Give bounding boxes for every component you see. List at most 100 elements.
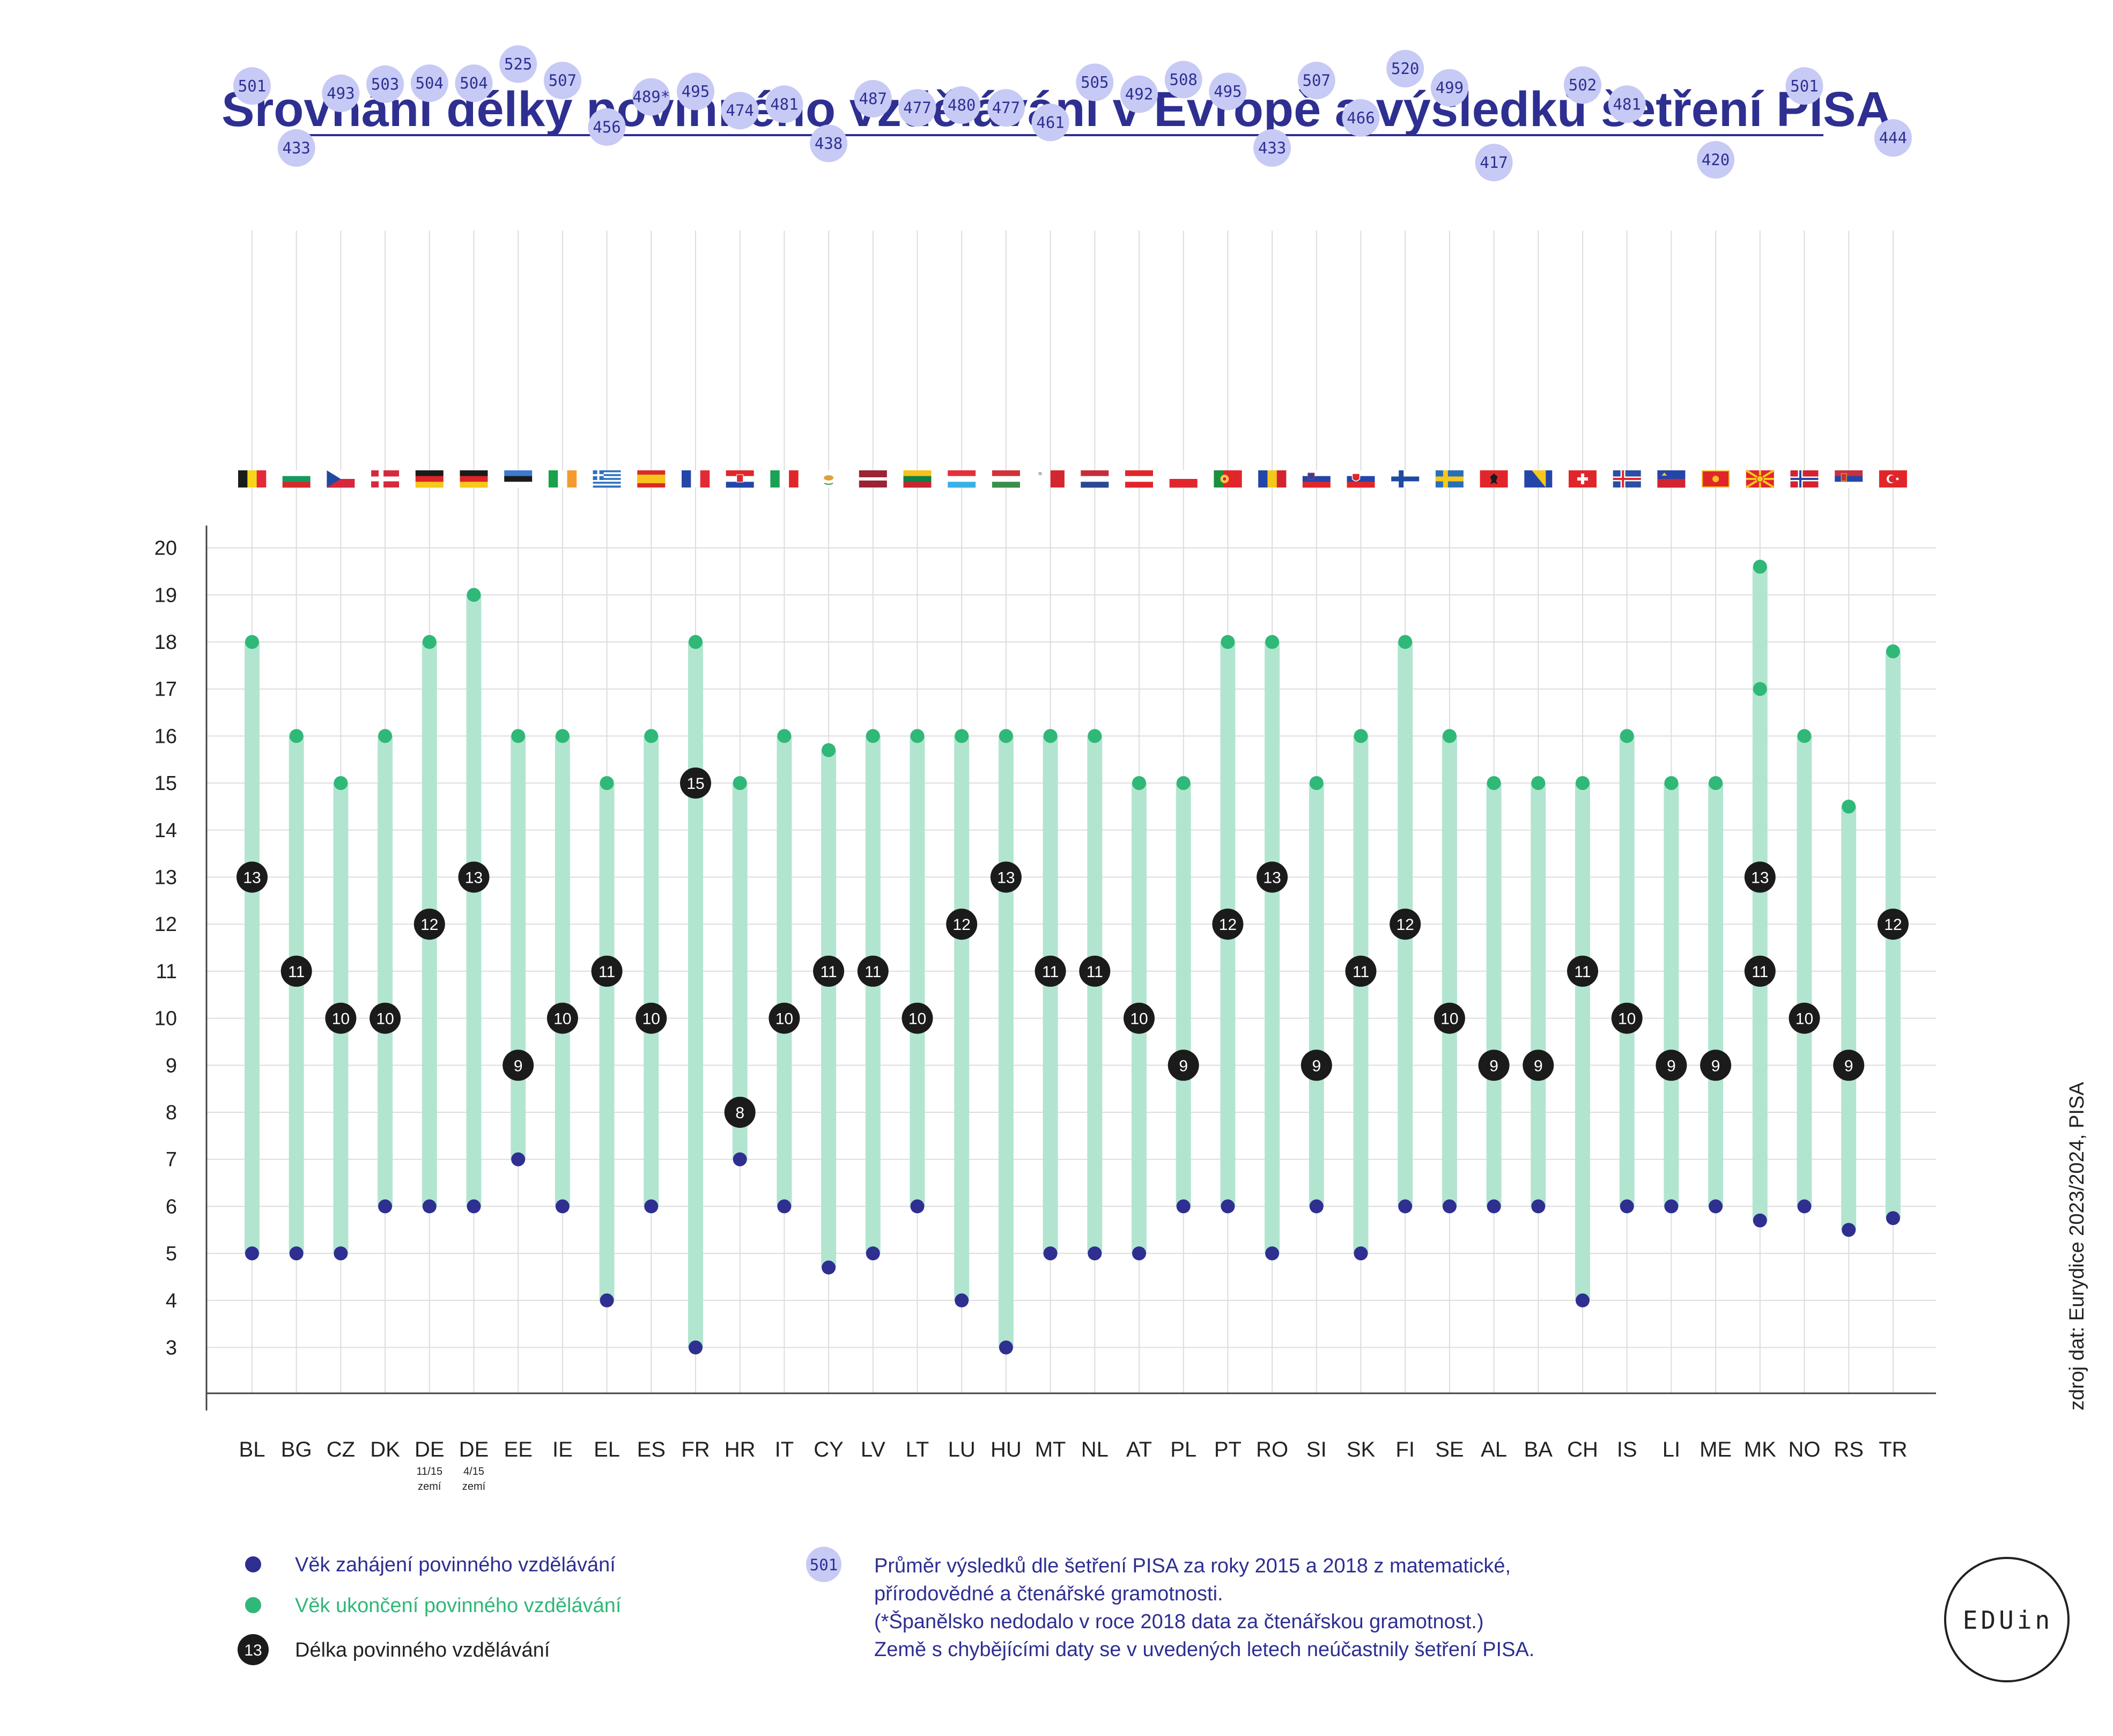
- end-dot-cy-13: [822, 743, 836, 757]
- start-dot-al-28: [1487, 1199, 1501, 1214]
- y-tick-label-14: 14: [154, 819, 177, 842]
- pisa-circle-se-27: [1430, 69, 1468, 107]
- start-dot-tr-37: [1886, 1211, 1900, 1225]
- flag-stripe: [593, 476, 621, 478]
- length-label-el-8-0: 11: [599, 963, 615, 981]
- end-dot-de-5: [467, 588, 481, 602]
- length-circle-no-35-0: [1789, 1002, 1820, 1034]
- start-dot-lv-14: [866, 1246, 880, 1261]
- flag-tr-icon: [1879, 470, 1907, 487]
- pisa-circle-de-5: [455, 64, 493, 102]
- length-circle-cy-13-0: [813, 955, 845, 987]
- flag-stripe: [593, 483, 621, 486]
- flag-stripe: [992, 476, 1020, 482]
- pisa-label-lt-15: 477: [903, 99, 931, 117]
- x-tick-sublabel-de-5-0: 4/15: [463, 1466, 484, 1478]
- end-dot-bg-1: [289, 729, 304, 743]
- x-tick-label-es-9: ES: [637, 1438, 666, 1461]
- flag-stripe: [1347, 470, 1375, 476]
- y-tick-label-18: 18: [154, 631, 177, 654]
- length-label-mt-18-0: 11: [1042, 963, 1059, 981]
- pisa-label-sk-25: 466: [1347, 109, 1375, 127]
- x-tick-label-nl-19: NL: [1081, 1438, 1109, 1461]
- y-tick-label-3: 3: [166, 1337, 177, 1360]
- end-dot-sk-25: [1354, 729, 1368, 743]
- flag-stripe: [593, 485, 621, 488]
- y-tick-label-19: 19: [154, 584, 177, 607]
- length-label-pl-21-0: 9: [1179, 1057, 1188, 1075]
- flag-stripe: [770, 470, 780, 487]
- start-dot-bl-0: [245, 1246, 259, 1261]
- pisa-circle-it-12: [765, 85, 803, 123]
- start-dot-ro-23: [1265, 1246, 1280, 1261]
- length-circle-de-4-0: [413, 908, 445, 940]
- flag-stripe: [948, 482, 976, 488]
- length-label-rs-36-0: 9: [1844, 1057, 1853, 1075]
- flag-stripe: [1302, 470, 1331, 476]
- length-circle-rs-36-0: [1833, 1050, 1865, 1081]
- pisa-label-lv-14: 487: [859, 90, 887, 108]
- pisa-circle-lu-16: [943, 86, 981, 124]
- pisa-circle-no-35: [1785, 67, 1823, 105]
- flag-crescent: [1888, 475, 1896, 483]
- flag-dk-icon: [371, 470, 400, 487]
- flag-be-icon: [238, 470, 267, 487]
- pisa-circle-dk-3: [366, 65, 404, 103]
- start-dot-cz-2: [334, 1246, 348, 1261]
- flag-stripe: [903, 470, 932, 476]
- x-tick-label-mt-18: MT: [1035, 1438, 1066, 1461]
- pisa-label-bg-1: 433: [283, 139, 311, 157]
- length-label-lt-15-0: 10: [908, 1010, 926, 1028]
- x-tick-label-sk-25: SK: [1347, 1438, 1376, 1461]
- pisa-circle-cy-13: [810, 124, 848, 162]
- flag-lt-icon: [903, 470, 932, 488]
- pisa-circle-sk-25: [1342, 99, 1380, 137]
- start-dot-nl-19: [1088, 1246, 1102, 1261]
- start-dot-hr-11: [733, 1152, 747, 1166]
- flag-hr-icon: [726, 470, 754, 488]
- flag-de-icon: [415, 470, 444, 488]
- flag-pl-icon: [1169, 470, 1198, 488]
- start-dot-sk-25: [1354, 1246, 1368, 1261]
- start-dot-ee-6: [511, 1152, 526, 1166]
- flag-ba-icon: [1524, 470, 1553, 487]
- pisa-circle-cz-2: [322, 74, 360, 112]
- flag-stripe: [282, 476, 311, 482]
- start-dot-mk-34: [1753, 1213, 1767, 1228]
- pisa-label-ee-6: 525: [504, 55, 532, 73]
- end-dot-lu-16: [955, 729, 969, 743]
- start-dot-el-8: [600, 1293, 614, 1307]
- end-dot-hr-11: [733, 776, 747, 791]
- flag-stripe: [1835, 470, 1863, 476]
- flag-stripe: [256, 470, 267, 487]
- end-dot-ie-7: [555, 729, 570, 743]
- pisa-circle-fi-26: [1386, 50, 1424, 87]
- length-circle-hu-17-0: [990, 861, 1022, 893]
- pisa-label-cy-13: 438: [815, 134, 843, 152]
- x-tick-label-ba-29: BA: [1524, 1438, 1553, 1461]
- x-tick-label-ee-6: EE: [504, 1438, 533, 1461]
- length-circle-ch-30-0: [1567, 955, 1598, 987]
- pisa-label-tr-37: 444: [1879, 129, 1907, 147]
- length-label-ro-23-0: 13: [1263, 869, 1281, 887]
- pisa-label-fr-10: 495: [682, 83, 710, 101]
- legend-start-dot: [245, 1556, 261, 1572]
- pisa-label-no-35: 501: [1790, 77, 1818, 95]
- pisa-circle-fr-10: [677, 72, 714, 110]
- flag-lv-icon: [859, 470, 887, 487]
- flag-stripe: [691, 470, 700, 487]
- flag-it-icon: [770, 470, 799, 487]
- length-circle-mk-34-0: [1744, 861, 1776, 893]
- end-dot-me-33: [1709, 776, 1723, 791]
- logo-circle: [1944, 1557, 2070, 1682]
- flag-at-icon: [1125, 470, 1153, 488]
- flag-triangle: [1532, 470, 1546, 487]
- y-tick-label-8: 8: [166, 1102, 177, 1124]
- length-circle-al-28-0: [1478, 1050, 1510, 1081]
- start-dot-ba-29: [1531, 1199, 1546, 1214]
- length-circle-fr-10-0: [680, 767, 711, 799]
- pisa-label-cz-2: 493: [327, 84, 354, 102]
- length-circle-mk-34-1: [1744, 955, 1776, 987]
- length-label-de-4-0: 12: [420, 916, 438, 934]
